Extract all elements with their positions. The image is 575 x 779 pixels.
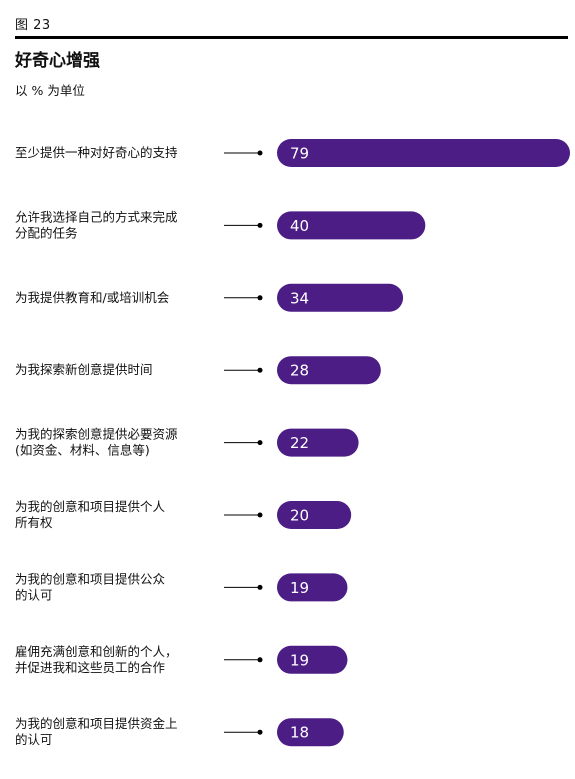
- bar: [277, 645, 348, 674]
- bar: [277, 283, 404, 312]
- category-label: 至少提供一种对好奇心的支持: [15, 145, 178, 160]
- category-label: 为我提供教育和/或培训机会: [15, 290, 170, 305]
- leader-dot: [257, 512, 263, 518]
- data-label: 19: [290, 651, 309, 669]
- category-label: 为我的创意和项目提供资金上的认可: [15, 716, 178, 747]
- category-label: 雇佣充满创意和创新的个人，并促进我和这些员工的合作: [15, 644, 178, 675]
- leader-dot: [257, 440, 263, 446]
- leader-dot: [257, 367, 263, 373]
- data-label: 18: [290, 724, 309, 742]
- chart-subtitle: 以 % 为单位: [15, 83, 85, 98]
- bar: [277, 428, 359, 457]
- bar: [277, 139, 570, 167]
- data-label: 28: [290, 362, 309, 380]
- leader-dot: [257, 657, 263, 663]
- figure-label: 图 23: [15, 18, 51, 33]
- bar: [277, 356, 381, 385]
- bar: [277, 573, 348, 602]
- data-label: 40: [290, 217, 309, 235]
- leader-dot: [257, 222, 263, 228]
- data-label: 79: [290, 145, 309, 163]
- title-rule: [15, 36, 568, 39]
- bar: [277, 718, 344, 747]
- leader-dot: [257, 729, 263, 735]
- data-label: 22: [290, 434, 309, 452]
- category-label: 为我的探索创意提供必要资源(如资金、材料、信息等): [15, 427, 178, 458]
- data-label: 19: [290, 579, 309, 597]
- chart-title: 好奇心增强: [15, 51, 100, 71]
- category-label: 为我探索新创意提供时间: [15, 362, 153, 377]
- leader-dot: [257, 295, 263, 301]
- bar: [277, 501, 352, 529]
- leader-dot: [257, 584, 263, 590]
- bar: [277, 211, 426, 240]
- data-label: 20: [290, 507, 309, 525]
- data-label: 34: [290, 289, 309, 307]
- category-label: 为我的创意和项目提供个人所有权: [15, 499, 166, 530]
- category-label: 允许我选择自己的方式来完成分配的任务: [15, 209, 178, 240]
- leader-dot: [257, 150, 263, 156]
- category-label: 为我的创意和项目提供公众的认可: [15, 571, 165, 602]
